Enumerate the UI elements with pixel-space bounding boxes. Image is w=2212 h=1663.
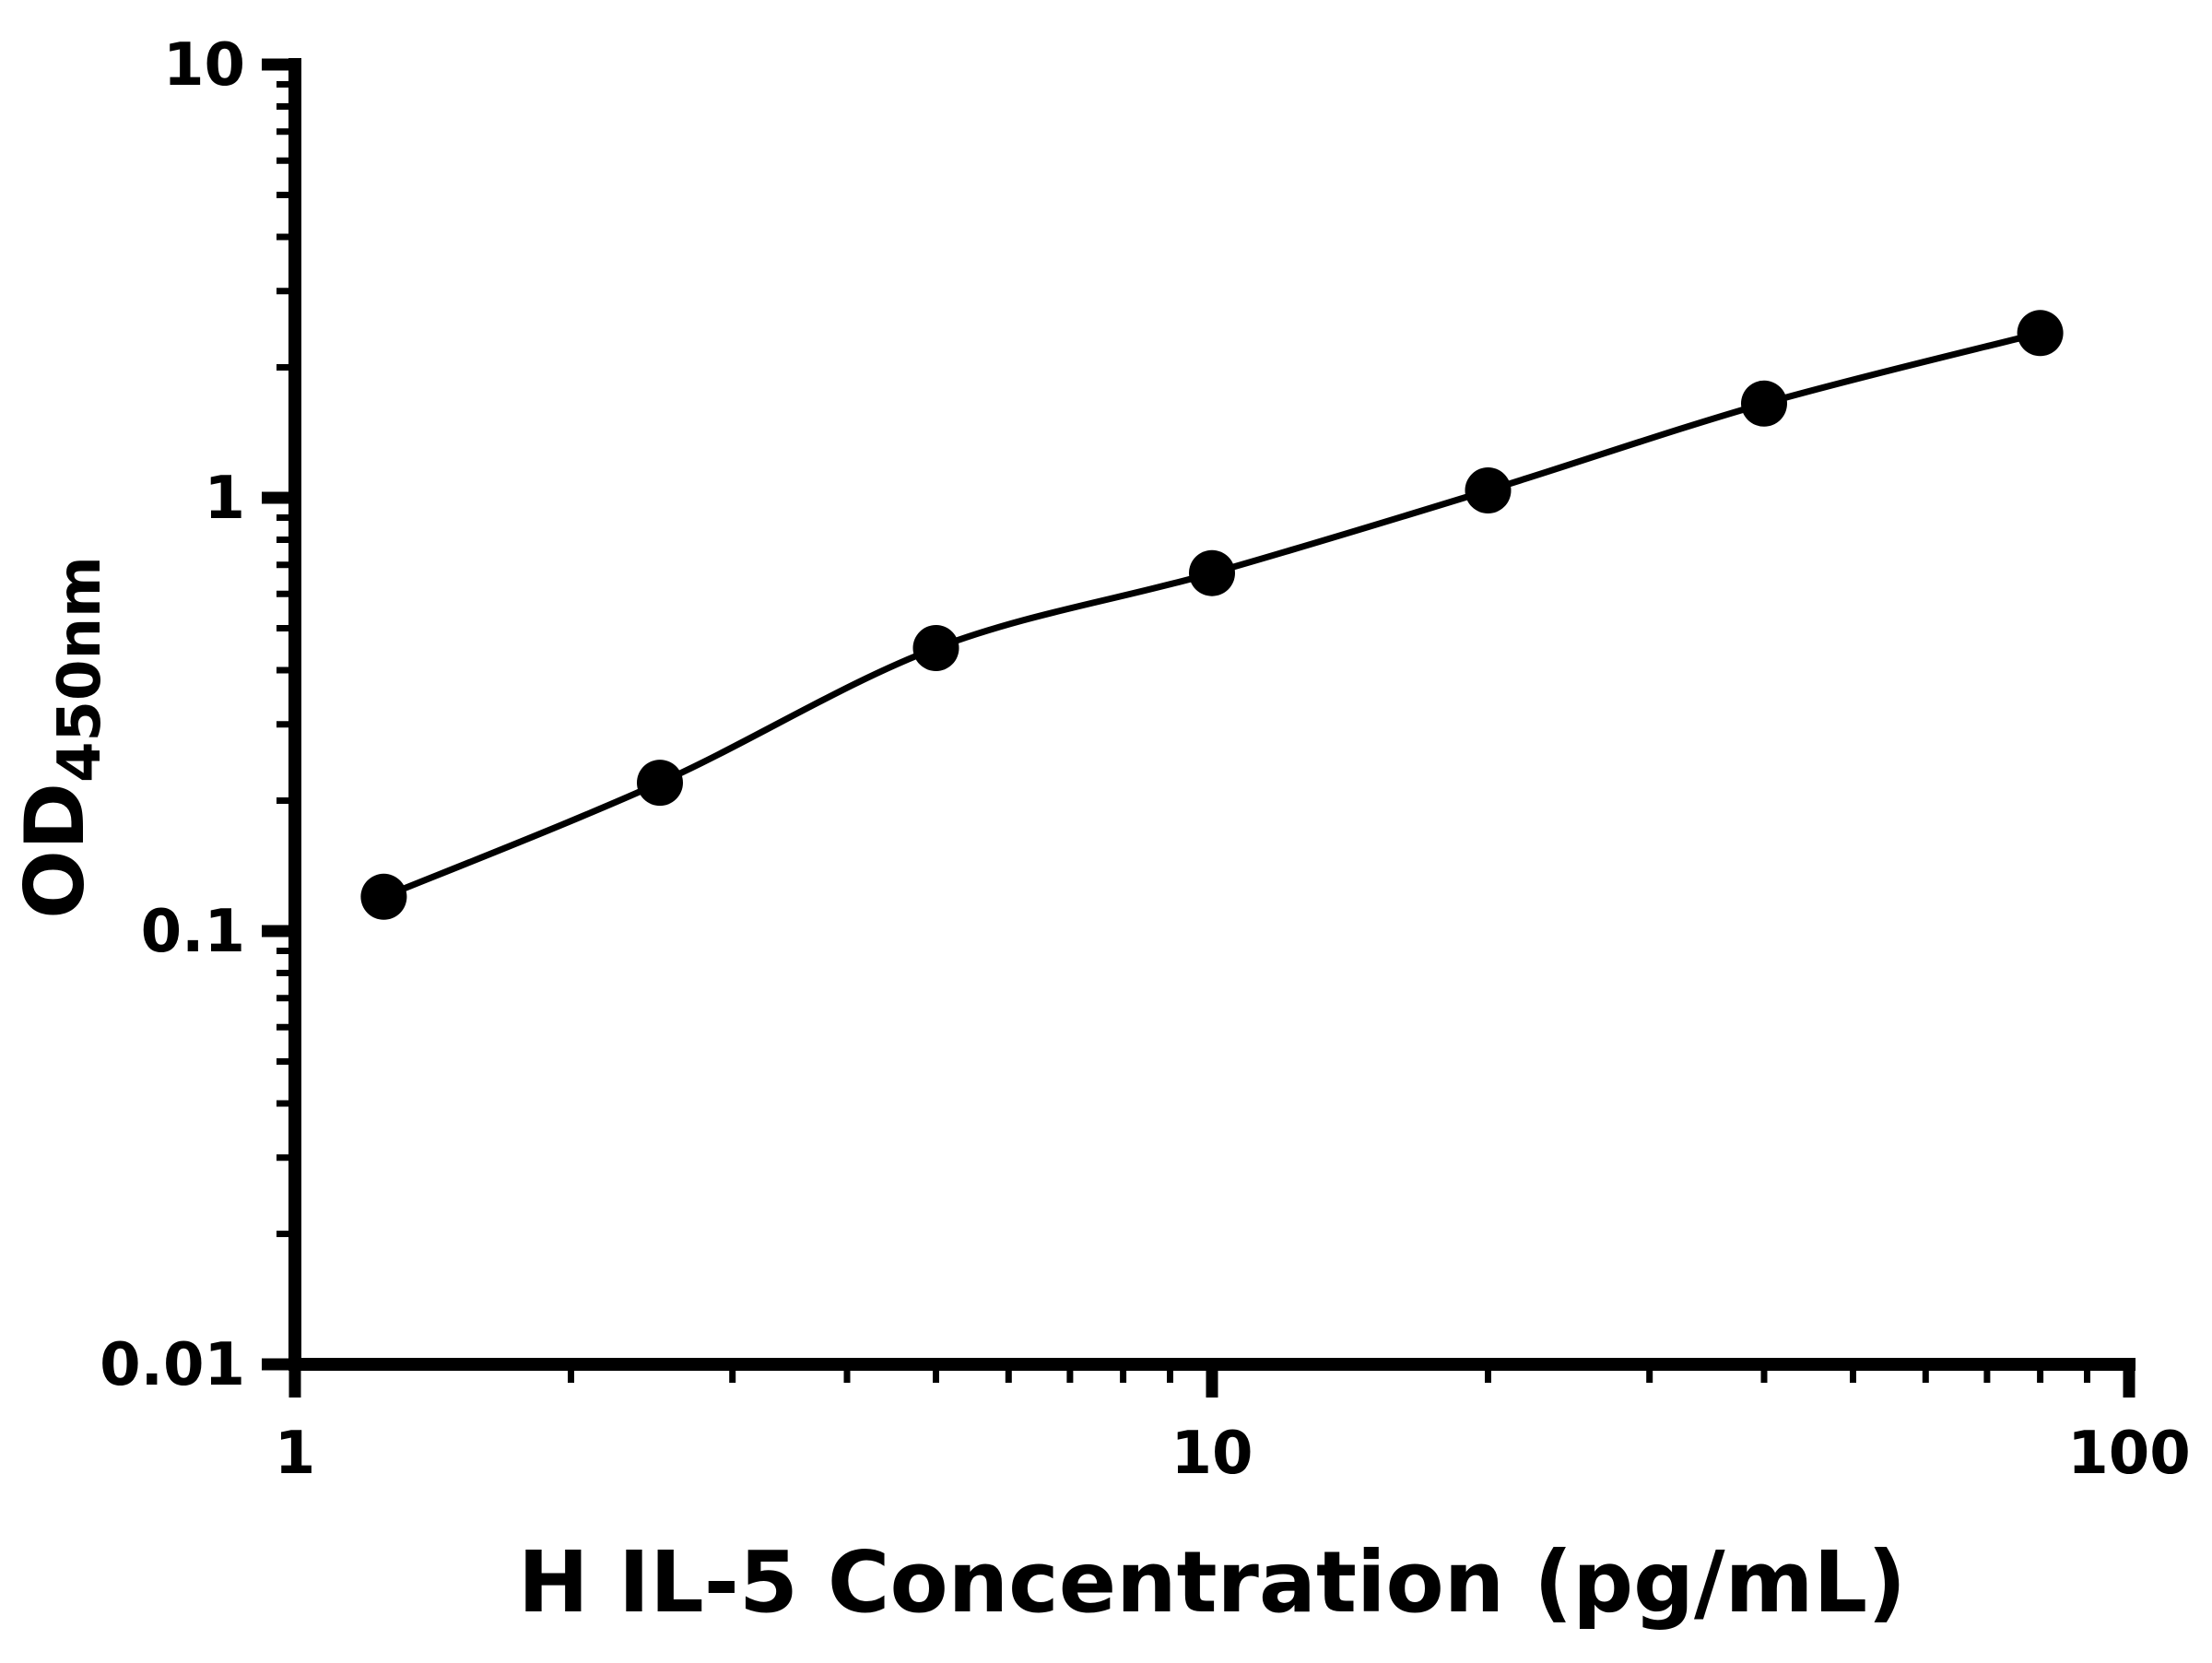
curve-line (380, 329, 2044, 901)
y-tick-label: 10 (163, 31, 245, 100)
y-tick-label: 1 (204, 465, 245, 533)
data-point-marker (912, 625, 959, 671)
y-tick-label: 0.01 (100, 1331, 245, 1399)
data-point-marker (360, 873, 407, 920)
y-axis-title-subscript: 450nm (46, 556, 114, 783)
y-tick-label: 0.1 (141, 898, 245, 966)
x-tick-label: 100 (2067, 1420, 2191, 1488)
x-tick-label: 1 (275, 1420, 316, 1488)
data-point-marker (637, 760, 683, 807)
y-axis-title: OD450nm (7, 556, 114, 919)
data-point-marker (1465, 467, 1512, 513)
data-point-marker (2017, 310, 2064, 357)
y-axis-title-main: OD (7, 783, 102, 919)
data-point-marker (1741, 380, 1787, 427)
x-tick-label: 10 (1171, 1420, 1253, 1488)
x-axis-title: H IL-5 Concentration (pg/mL) (518, 1533, 1906, 1632)
axis-spine (288, 58, 2136, 1371)
data-point-marker (1189, 549, 1235, 596)
